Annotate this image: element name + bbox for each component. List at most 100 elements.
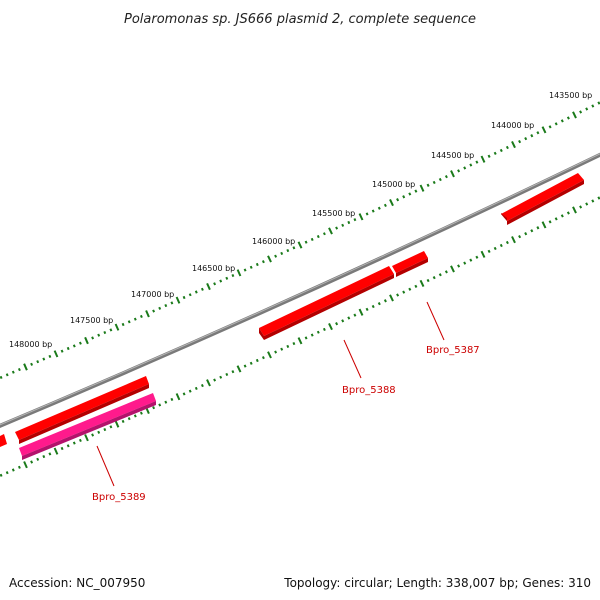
- gene-feature-bpro-5387[interactable]: [392, 251, 428, 277]
- outer-tick: [261, 260, 265, 264]
- outer-tick: [597, 101, 600, 105]
- gene-feature-right-edge[interactable]: [501, 173, 584, 225]
- tick-label-145000: 145000 bp: [372, 180, 415, 189]
- inner-tick: [11, 468, 15, 472]
- inner-tick: [175, 393, 181, 401]
- plasmid-backbone: [0, 152, 600, 428]
- outer-tick: [42, 357, 46, 361]
- inner-tick: [133, 414, 137, 418]
- inner-tick: [316, 330, 320, 334]
- inner-tick: [518, 235, 522, 239]
- inner-tick: [200, 384, 204, 388]
- outer-tick: [231, 274, 235, 278]
- inner-tick: [480, 250, 486, 258]
- outer-tick: [518, 139, 522, 144]
- inner-tick: [396, 293, 400, 297]
- inner-tick: [152, 406, 156, 410]
- inner-tick: [383, 299, 387, 303]
- outer-tick: [48, 354, 52, 358]
- inner-tick: [499, 243, 503, 248]
- outer-tick: [335, 226, 339, 230]
- outer-tick: [97, 333, 101, 337]
- outer-tick: [396, 198, 400, 202]
- gene-label-bpro-5389[interactable]: Bpro_5389: [92, 492, 146, 503]
- outer-tick: [450, 170, 455, 178]
- inner-tick: [91, 433, 95, 437]
- outer-tick: [267, 255, 272, 263]
- gene-label-bpro-5388[interactable]: Bpro_5388: [342, 385, 396, 396]
- outer-tick: [297, 241, 303, 249]
- inner-tick: [304, 336, 308, 340]
- outer-tick: [432, 180, 436, 185]
- outer-tick: [139, 314, 143, 318]
- plasmid-backbone-highlight: [0, 153, 600, 426]
- inner-tick: [335, 322, 339, 326]
- outer-tick: [438, 177, 442, 182]
- inner-tick: [432, 276, 436, 280]
- outer-tick: [347, 220, 351, 225]
- outer-tick: [194, 290, 198, 294]
- outer-tick-ring: [0, 101, 600, 379]
- outer-tick: [60, 349, 64, 353]
- outer-tick: [0, 375, 3, 379]
- inner-tick: [127, 417, 131, 421]
- outer-tick: [11, 370, 15, 374]
- tick-label-147500: 147500 bp: [70, 316, 113, 325]
- leader-bpro-5387: [426, 301, 445, 341]
- outer-tick: [591, 104, 595, 108]
- inner-tick: [292, 342, 296, 346]
- inner-tick: [30, 460, 34, 464]
- gene-label-bpro-5387[interactable]: Bpro_5387: [426, 345, 480, 356]
- inner-tick: [255, 358, 259, 363]
- inner-tick: [97, 430, 101, 434]
- outer-tick: [487, 154, 491, 158]
- inner-tick: [261, 356, 265, 360]
- inner-tick: [347, 316, 351, 320]
- inner-tick: [84, 434, 89, 442]
- outer-tick: [213, 282, 217, 286]
- inner-tick: [188, 389, 192, 393]
- inner-tick: [103, 428, 107, 432]
- outer-tick: [53, 350, 59, 358]
- map-title: Polaromonas sp. JS666 plasmid 2, complet…: [124, 12, 476, 27]
- outer-tick: [499, 148, 503, 153]
- inner-tick: [66, 444, 70, 448]
- inner-tick: [322, 327, 326, 331]
- tick-label-145500: 145500 bp: [312, 209, 355, 218]
- inner-tick: [353, 313, 357, 317]
- inner-tick: [554, 217, 558, 221]
- inner-tick: [530, 229, 534, 233]
- outer-tick: [84, 336, 89, 345]
- leader-bpro-5388: [343, 339, 362, 379]
- inner-tick: [328, 322, 333, 331]
- accession-text: Accession: NC_007950: [9, 576, 145, 590]
- outer-tick: [341, 223, 345, 227]
- inner-tick: [310, 333, 314, 337]
- outer-tick: [91, 336, 95, 340]
- outer-tick: [365, 212, 369, 216]
- outer-tick: [536, 131, 540, 135]
- outer-tick: [511, 140, 516, 149]
- outer-tick: [121, 322, 125, 327]
- inner-tick: [469, 258, 473, 262]
- gene-feature-bpro-5388[interactable]: [259, 266, 394, 340]
- gene-feature-bpro-5389[interactable]: [19, 393, 156, 460]
- outer-tick: [585, 107, 589, 111]
- inner-tick: [414, 284, 418, 288]
- outer-tick: [274, 254, 278, 258]
- outer-tick: [170, 301, 174, 305]
- outer-tick: [469, 163, 473, 167]
- inner-tick: [597, 196, 600, 200]
- inner-tick: [444, 270, 448, 274]
- inner-tick: [60, 446, 64, 451]
- inner-tick: [493, 246, 497, 251]
- gene-feature-upper-left[interactable]: [0, 376, 149, 447]
- inner-tick: [541, 221, 547, 229]
- inner-tick: [505, 240, 509, 245]
- inner-tick: [219, 375, 223, 379]
- inner-tick: [236, 365, 242, 373]
- inner-tick: [426, 278, 430, 283]
- inner-tick: [121, 419, 125, 423]
- outer-tick: [255, 262, 259, 267]
